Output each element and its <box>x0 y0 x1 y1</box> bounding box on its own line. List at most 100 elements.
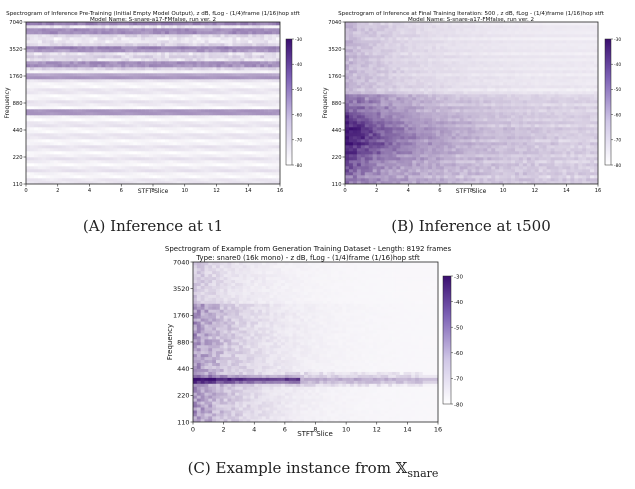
heatmap-cell <box>491 121 495 124</box>
heatmap-cell <box>404 169 408 172</box>
heatmap-cell <box>345 160 349 163</box>
heatmap-cell <box>66 61 70 64</box>
heatmap-cell <box>217 91 221 94</box>
heatmap-cell <box>141 136 145 139</box>
heatmap-cell <box>169 76 173 79</box>
heatmap-cell <box>185 145 189 148</box>
heatmap-cell <box>54 55 58 58</box>
heatmap-cell <box>412 163 416 166</box>
heatmap-cell <box>264 103 268 106</box>
heatmap-cell <box>404 142 408 145</box>
heatmap-cell <box>133 106 137 109</box>
heatmap-cell <box>173 22 177 25</box>
heatmap-cell <box>543 178 547 181</box>
heatmap-cell <box>201 145 205 148</box>
heatmap-cell <box>125 148 129 151</box>
heatmap-cell <box>74 178 78 181</box>
heatmap-cell <box>217 97 221 100</box>
heatmap-cell <box>169 61 173 64</box>
heatmap-cell <box>264 136 268 139</box>
heatmap-cell <box>256 70 260 73</box>
heatmap-cell <box>209 94 213 97</box>
heatmap-cell <box>361 166 365 169</box>
heatmap-cell <box>129 112 133 115</box>
heatmap-cell <box>578 115 582 118</box>
heatmap-cell <box>256 112 260 115</box>
heatmap-cell <box>93 31 97 34</box>
heatmap-cell <box>428 142 432 145</box>
heatmap-cell <box>133 58 137 61</box>
heatmap-cell <box>145 37 149 40</box>
heatmap-cell <box>217 73 221 76</box>
heatmap-cell <box>527 157 531 160</box>
heatmap-cell <box>483 154 487 157</box>
heatmap-cell <box>217 43 221 46</box>
heatmap-cell <box>30 22 34 25</box>
heatmap-cell <box>101 61 105 64</box>
heatmap-cell <box>66 22 70 25</box>
heatmap-cell <box>145 133 149 136</box>
heatmap-cell <box>185 25 189 28</box>
heatmap-cell <box>268 25 272 28</box>
heatmap-cell <box>74 40 78 43</box>
heatmap-cell <box>209 130 213 133</box>
heatmap-cell <box>213 133 217 136</box>
heatmap-cell <box>58 55 62 58</box>
heatmap-cell <box>93 85 97 88</box>
heatmap-cell <box>78 109 82 112</box>
heatmap-cell <box>256 58 260 61</box>
heatmap-cell <box>62 169 66 172</box>
heatmap-cell <box>519 115 523 118</box>
heatmap-cell <box>101 49 105 52</box>
heatmap-cell <box>377 154 381 157</box>
heatmap-cell <box>125 70 129 73</box>
heatmap-cell <box>436 166 440 169</box>
heatmap-cell <box>448 124 452 127</box>
heatmap-cell <box>129 76 133 79</box>
heatmap-cell <box>551 133 555 136</box>
heatmap-cell <box>38 31 42 34</box>
heatmap-cell <box>133 157 137 160</box>
heatmap-cell <box>141 28 145 31</box>
heatmap-cell <box>173 37 177 40</box>
heatmap-cell <box>82 130 86 133</box>
heatmap-cell <box>42 151 46 154</box>
heatmap-cell <box>240 118 244 121</box>
heatmap-cell <box>169 70 173 73</box>
heatmap-cell <box>46 34 50 37</box>
heatmap-cell <box>404 154 408 157</box>
heatmap-cell <box>97 64 101 67</box>
heatmap-cell <box>452 169 456 172</box>
heatmap-cell <box>499 172 503 175</box>
heatmap-cell <box>173 43 177 46</box>
heatmap-cell <box>101 43 105 46</box>
heatmap-cell <box>197 163 201 166</box>
heatmap-cell <box>361 169 365 172</box>
heatmap-cell <box>507 124 511 127</box>
heatmap-cell <box>117 88 121 91</box>
heatmap-cell <box>232 118 236 121</box>
heatmap-cell <box>38 127 42 130</box>
heatmap-cell <box>153 61 157 64</box>
heatmap-cell <box>264 82 268 85</box>
heatmap-cell <box>161 130 165 133</box>
heatmap-cell <box>209 64 213 67</box>
heatmap-cell <box>165 148 169 151</box>
heatmap-cell <box>30 82 34 85</box>
heatmap-cell <box>353 130 357 133</box>
heatmap-cell <box>578 175 582 178</box>
heatmap-cell <box>201 163 205 166</box>
heatmap-cell <box>93 67 97 70</box>
heatmap-cell <box>149 46 153 49</box>
heatmap-cell <box>145 178 149 181</box>
heatmap-cell <box>472 172 476 175</box>
heatmap-cell <box>562 169 566 172</box>
heatmap-cell <box>224 175 228 178</box>
heatmap-cell <box>30 49 34 52</box>
heatmap-cell <box>82 178 86 181</box>
heatmap-cell <box>264 112 268 115</box>
heatmap-cell <box>161 154 165 157</box>
heatmap-cell <box>161 139 165 142</box>
heatmap-cell <box>201 157 205 160</box>
heatmap-cell <box>26 106 30 109</box>
